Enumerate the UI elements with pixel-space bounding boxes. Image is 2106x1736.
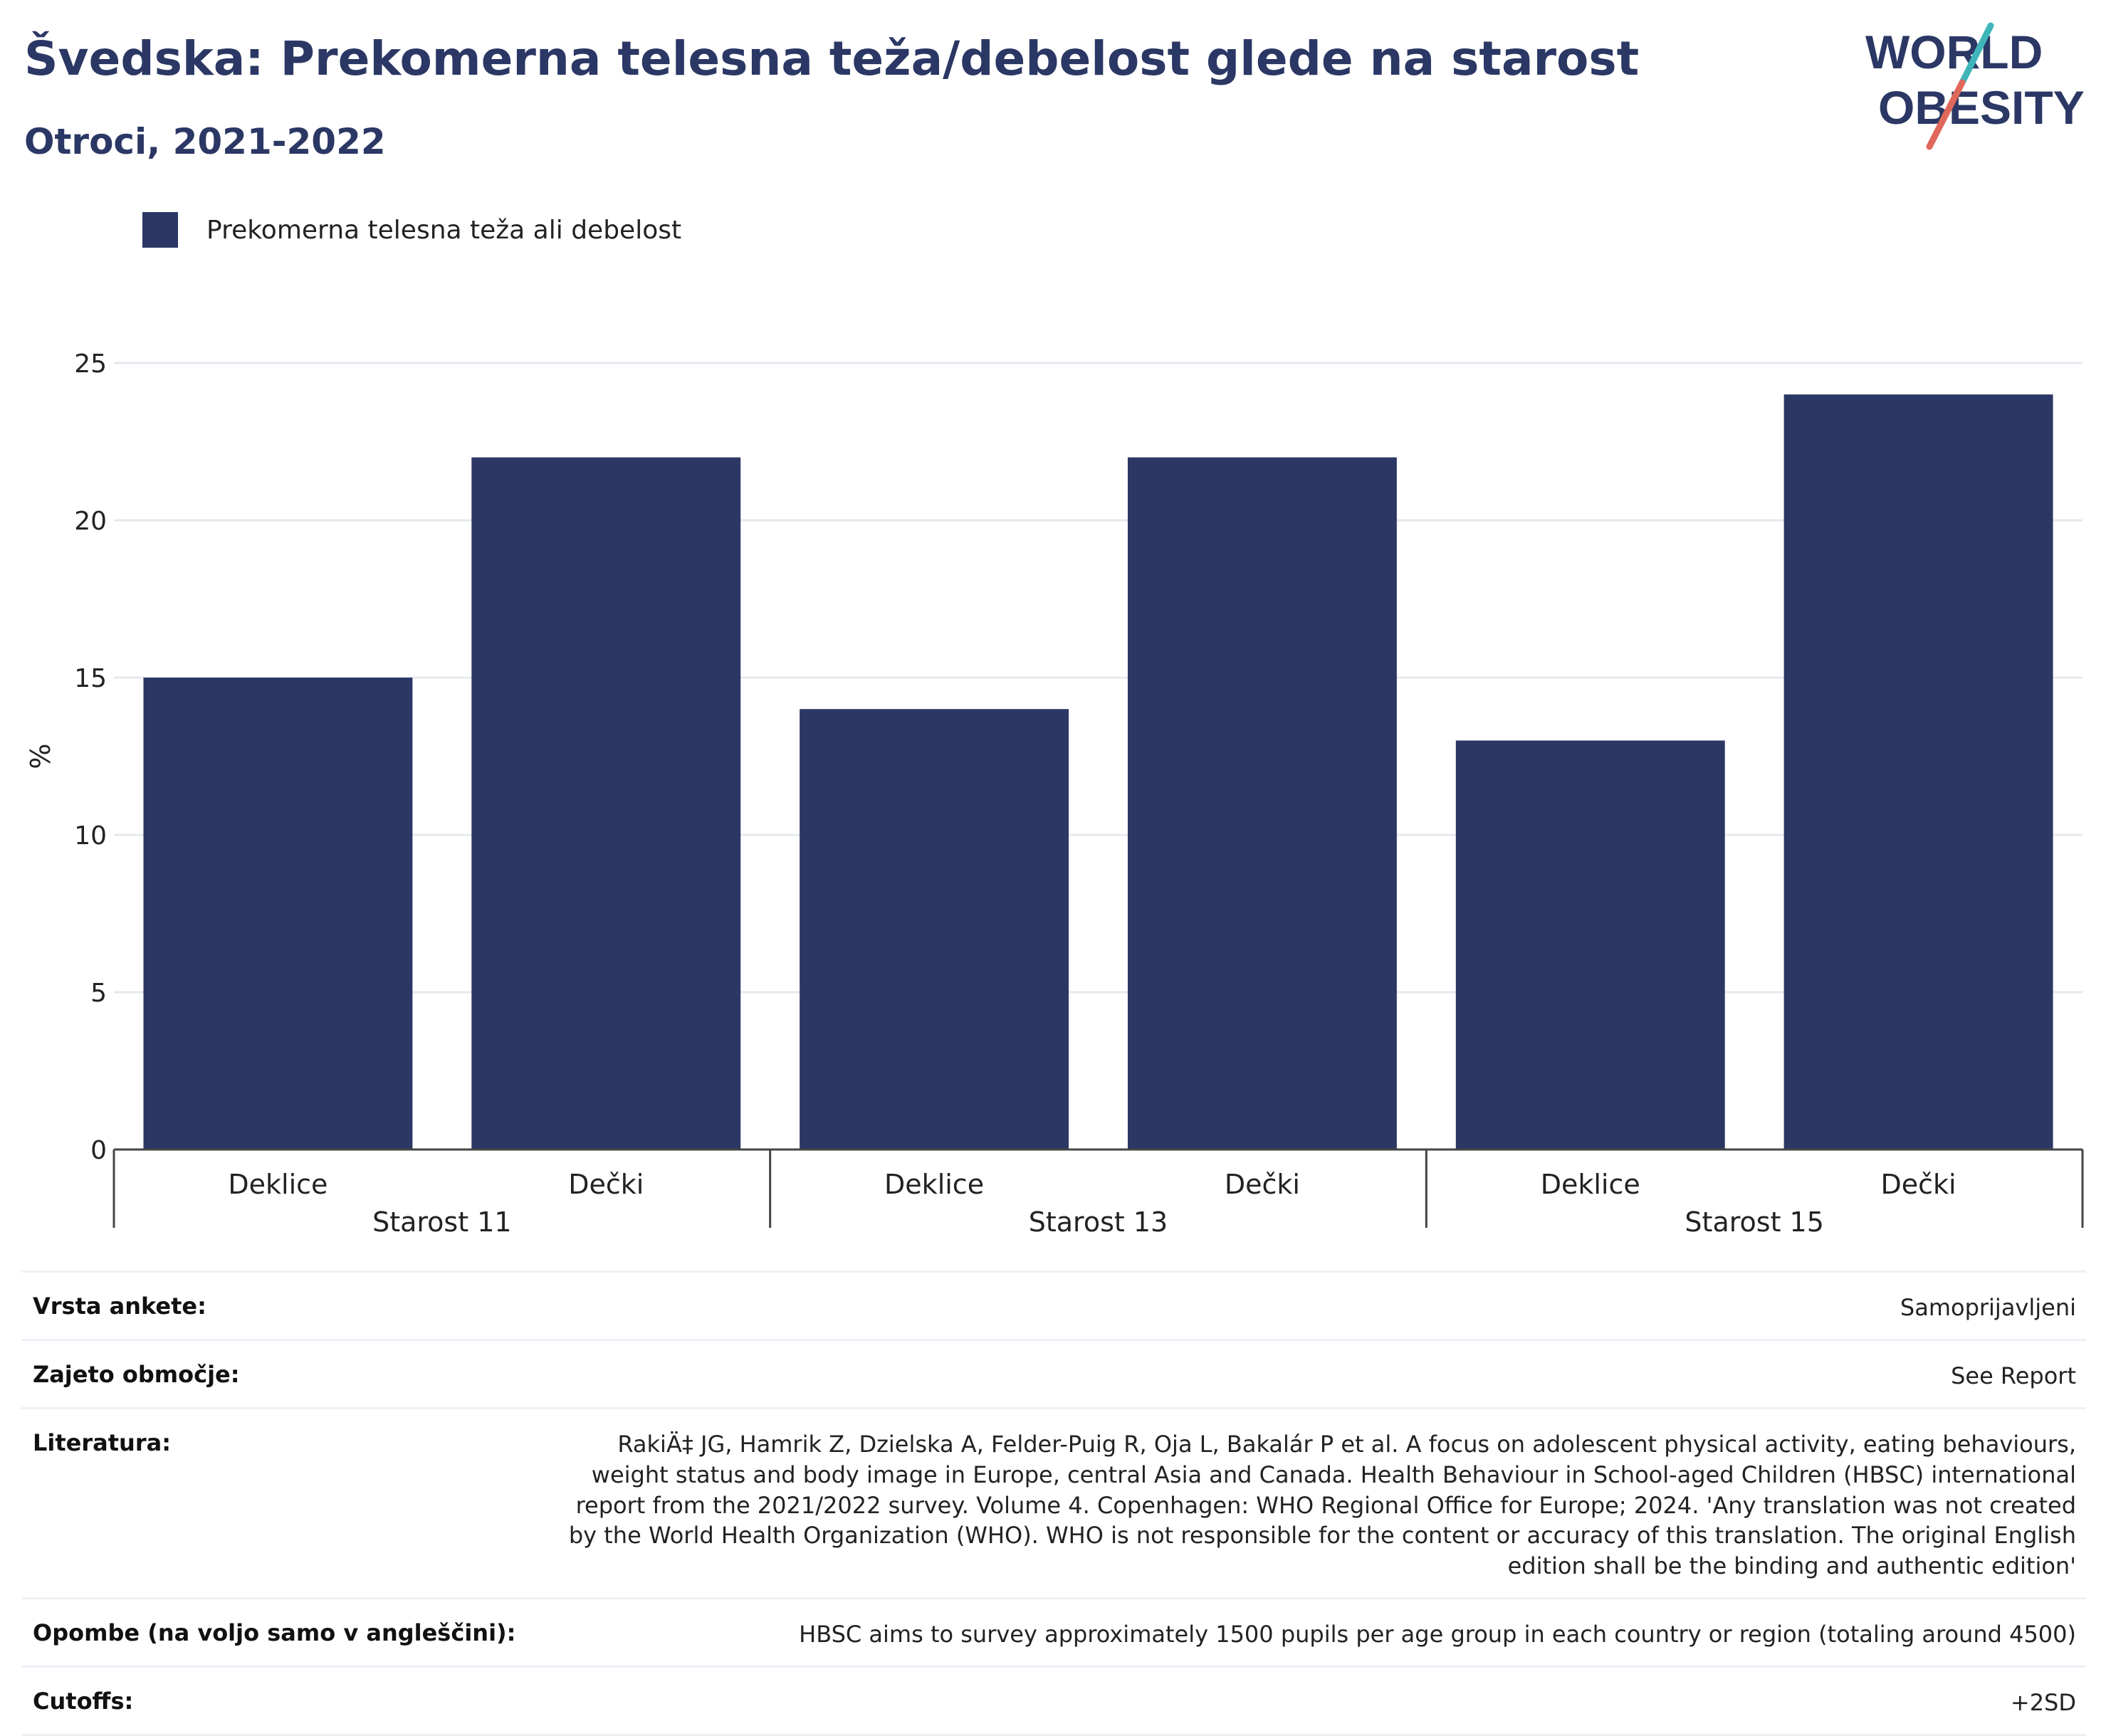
survey-type-label: Vrsta ankete:: [33, 1293, 206, 1320]
group-label: Starost 13: [1029, 1206, 1168, 1238]
survey-type-value: Samoprijavljeni: [1900, 1294, 2076, 1321]
y-tick-label: 0: [90, 1136, 107, 1165]
x-tick-label: Dečki: [1225, 1169, 1300, 1200]
bar: [471, 457, 741, 1150]
logo-word-obesity: OBESITY: [1878, 81, 2085, 134]
bar: [1127, 457, 1397, 1150]
bar: [800, 709, 1069, 1150]
x-tick-label: Deklice: [1541, 1169, 1640, 1200]
y-tick-label: 15: [74, 664, 107, 693]
x-tick-label: Dečki: [1881, 1169, 1956, 1200]
group-label: Starost 15: [1685, 1206, 1823, 1238]
page-title: Švedska: Prekomerna telesna teža/debelos…: [24, 31, 1640, 86]
page-subtitle: Otroci, 2021-2022: [24, 121, 386, 162]
logo-word-world: WORLD: [1865, 26, 2043, 78]
bar: [1783, 394, 2053, 1150]
info-row-cutoffs: Cutoffs: +2SD: [21, 1666, 2086, 1736]
x-tick-label: Dečki: [568, 1169, 644, 1200]
bar: [143, 678, 413, 1150]
bar: [1455, 740, 1725, 1150]
literature-value: RakiÄ‡ JG, Hamrik Z, Dzielska A, Felder-…: [568, 1430, 2076, 1580]
notes-value: HBSC aims to survey approximately 1500 p…: [799, 1621, 2076, 1648]
chart-legend[interactable]: Prekomerna telesna teža ali debelost: [142, 212, 681, 248]
logo-slash-teal: [1959, 22, 1994, 86]
y-tick-label: 10: [74, 821, 107, 851]
bar-chart: 0 5 10 15 20 25% Deklice Dečki Deklice Dečki Dekli…: [25, 349, 2084, 1238]
y-tick-label: 5: [90, 979, 107, 1008]
legend-label: Prekomerna telesna teža ali debelost: [206, 215, 682, 245]
y-tick-label: 20: [74, 507, 107, 536]
y-axis-label: %: [25, 743, 56, 769]
info-row-coverage: Zajeto območje: See Report: [21, 1338, 2086, 1407]
literature-label: Literatura:: [33, 1429, 171, 1456]
logo-slash-coral: [1926, 79, 1966, 150]
world-obesity-logo: WORLD OBESITY: [1865, 22, 2085, 150]
notes-label: Opombe (na voljo samo v angleščini):: [33, 1619, 516, 1647]
info-row-survey-type: Vrsta ankete: Samoprijavljeni: [21, 1271, 2086, 1339]
cutoffs-value: +2SD: [2010, 1689, 2076, 1716]
y-tick-label: 25: [74, 349, 107, 379]
coverage-label: Zajeto območje:: [33, 1360, 240, 1388]
info-row-literature: Literatura: RakiÄ‡ JG, Hamrik Z, Dzielsk…: [21, 1406, 2086, 1597]
info-table: Vrsta ankete: Samoprijavljeni Zajeto obm…: [21, 1271, 2086, 1736]
x-tick-label: Deklice: [884, 1169, 984, 1200]
group-label: Starost 11: [372, 1206, 511, 1238]
x-tick-label: Deklice: [228, 1169, 328, 1200]
legend-swatch: [142, 212, 178, 248]
cutoffs-label: Cutoffs:: [33, 1688, 134, 1715]
coverage-value: See Report: [1951, 1362, 2076, 1389]
info-row-notes: Opombe (na voljo samo v angleščini): HBS…: [21, 1597, 2086, 1666]
